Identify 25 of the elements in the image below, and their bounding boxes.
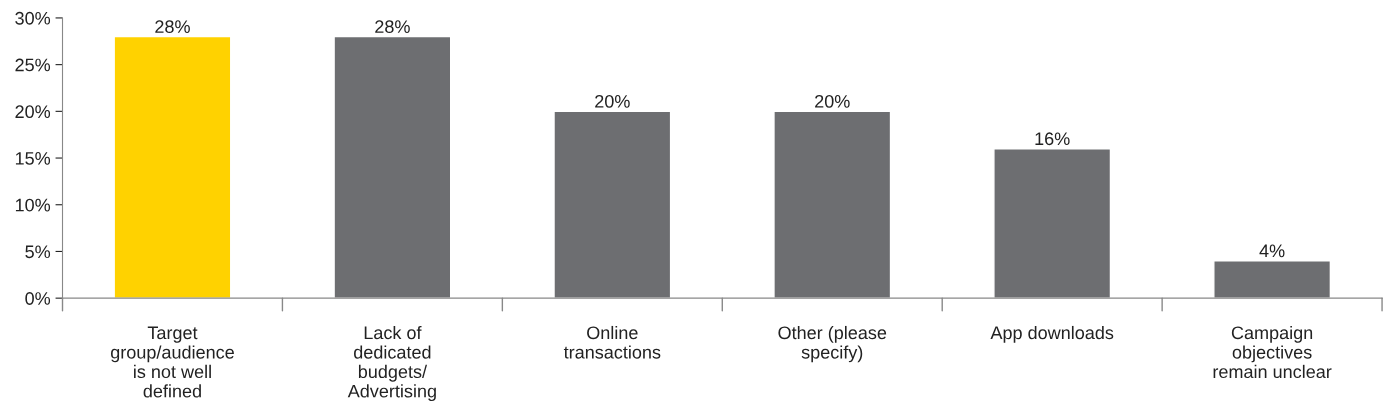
bar	[1213, 260, 1332, 299]
data-label: 28%	[155, 20, 190, 34]
bar	[773, 110, 892, 299]
y-tick-label: 30%	[15, 11, 51, 25]
y-tick-label: 0%	[25, 292, 51, 305]
data-label: 28%	[375, 20, 410, 34]
data-label: 4%	[1259, 244, 1285, 258]
data-label: 20%	[595, 94, 630, 108]
y-tick-label: 25%	[15, 58, 51, 72]
x-tick-label: Lack of dedicated budgets/ Advertising	[347, 325, 436, 402]
y-tick-label: 10%	[15, 198, 51, 212]
bar	[333, 35, 452, 299]
x-tick-label: App downloads	[990, 325, 1114, 343]
bar	[553, 110, 672, 299]
x-tick-label: Online transactions	[563, 325, 661, 359]
bar	[113, 35, 232, 299]
y-tick-label: 5%	[25, 245, 51, 259]
data-label: 16%	[1035, 132, 1070, 146]
bar	[993, 148, 1112, 299]
x-tick-label: Other (please specify)	[778, 325, 887, 363]
y-tick-label: 20%	[15, 105, 51, 119]
y-tick-label: 15%	[15, 152, 51, 165]
data-label: 20%	[815, 94, 850, 108]
x-tick-label: Target group/audience is not well defined	[110, 326, 234, 398]
x-tick-label: Campaign objectives remain unclear	[1213, 325, 1332, 379]
